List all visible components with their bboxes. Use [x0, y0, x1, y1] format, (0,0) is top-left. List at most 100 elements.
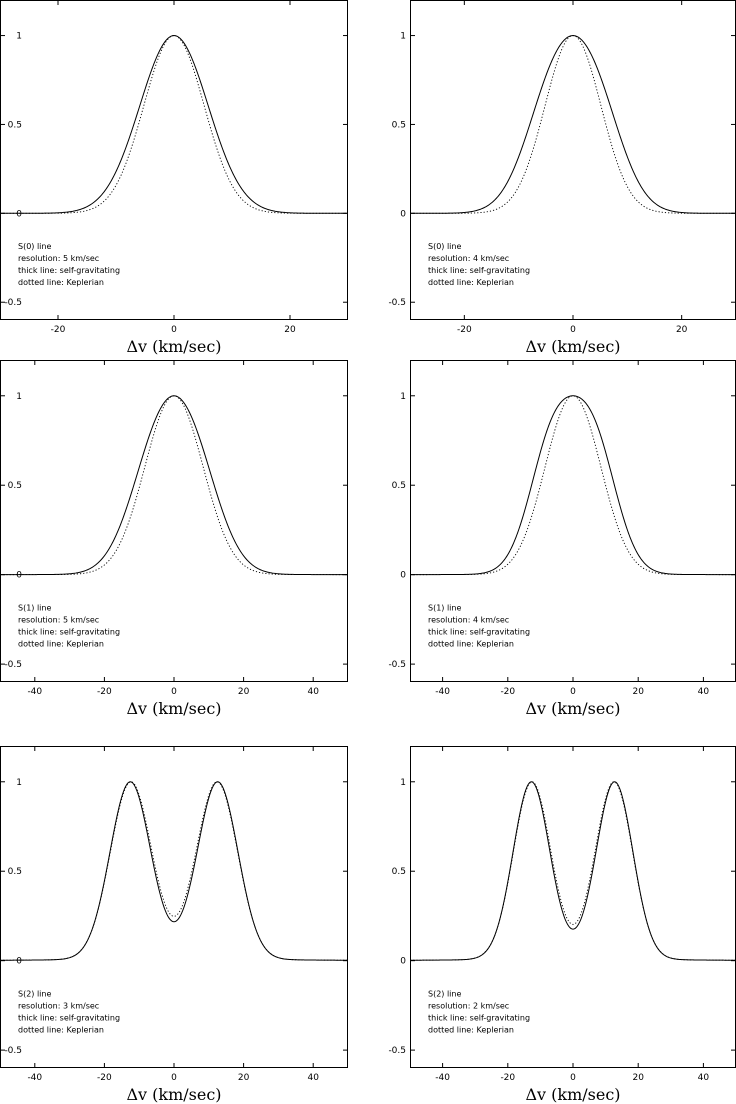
annotation-resolution: resolution: 5 km/sec: [18, 615, 99, 624]
series-lines: [410, 35, 736, 214]
annotation-resolution: resolution: 4 km/sec: [428, 254, 509, 263]
y-tick-label: 0.5: [8, 120, 22, 130]
annotation-thick-line: thick line: self-gravitating: [18, 627, 120, 636]
annotation-thick-line: thick line: self-gravitating: [18, 266, 120, 275]
y-tick-label: -0.5: [388, 298, 406, 308]
x-axis-label: Δv (km/sec): [126, 1085, 221, 1104]
annotation-dotted-line: dotted line: Keplerian: [18, 1025, 104, 1034]
x-axis-label: Δv (km/sec): [525, 1085, 620, 1104]
tick-labels: -0.5 0 0.5 1 -40 -20 0 20 40: [388, 778, 709, 1083]
y-tick-label: -0.5: [4, 660, 22, 670]
annotation-resolution: resolution: 5 km/sec: [18, 254, 99, 263]
y-tick-label: 0: [16, 957, 22, 967]
y-tick-label: -0.5: [4, 1046, 22, 1056]
annotation-block: S(0) line resolution: 5 km/sec thick lin…: [18, 242, 120, 287]
x-tick-label: 40: [698, 687, 710, 697]
x-axis-label: Δv (km/sec): [126, 337, 221, 356]
x-tick-label: -40: [435, 687, 450, 697]
annotation-resolution: resolution: 3 km/sec: [18, 1001, 99, 1010]
x-tick-label: 0: [171, 325, 177, 335]
x-tick-label: 0: [171, 1073, 177, 1083]
panel-middle-left: -0.5 0 0.5 1 -40 -20 0 20 40 Δv (km/sec) S(1) li…: [0, 360, 348, 718]
annotation-dotted-line: dotted line: Keplerian: [428, 639, 514, 648]
x-tick-label: 0: [570, 325, 576, 335]
x-tick-label: 0: [171, 687, 177, 697]
tick-labels: -0.5 0 0.5 1 -40 -20 0 20 40: [4, 392, 319, 697]
annotation-thick-line: thick line: self-gravitating: [428, 1013, 530, 1022]
x-tick-label: -20: [457, 325, 472, 335]
x-tick-label: -20: [97, 1073, 112, 1083]
annotation-line-name: S(2) line: [428, 989, 461, 998]
x-axis-label: Δv (km/sec): [126, 699, 221, 718]
y-tick-label: 1: [16, 778, 22, 788]
y-tick-label: 1: [400, 778, 406, 788]
y-tick-label: 0.5: [8, 481, 22, 491]
annotation-resolution: resolution: 2 km/sec: [428, 1001, 509, 1010]
panel-top-left: -0.5 0 0.5 1 -20 0 20 Δv (km/sec) S(0) line re…: [0, 0, 348, 356]
y-tick-label: -0.5: [4, 298, 22, 308]
x-axis-label: Δv (km/sec): [525, 699, 620, 718]
y-tick-label: -0.5: [388, 1046, 406, 1056]
y-tick-label: 0.5: [8, 867, 22, 877]
annotation-block: S(1) line resolution: 5 km/sec thick lin…: [18, 603, 120, 648]
annotation-dotted-line: dotted line: Keplerian: [18, 639, 104, 648]
series-line-keplerian: [409, 781, 736, 961]
annotation-line-name: S(1) line: [428, 603, 461, 612]
y-tick-label: 1: [400, 32, 406, 42]
x-tick-label: -20: [500, 1073, 515, 1083]
x-tick-label: -20: [97, 687, 112, 697]
annotation-line-name: S(0) line: [18, 242, 51, 251]
panel-middle-right: -0.5 0 0.5 1 -40 -20 0 20 40 Δv (km/sec) S(1) li…: [388, 360, 736, 718]
tick-labels: -0.5 0 0.5 1 -40 -20 0 20 40: [388, 392, 709, 697]
x-tick-label: 0: [570, 1073, 576, 1083]
x-tick-label: 40: [307, 687, 319, 697]
series-line-self-gravitating: [0, 395, 348, 576]
x-axis-label: Δv (km/sec): [525, 337, 620, 356]
annotation-dotted-line: dotted line: Keplerian: [18, 278, 104, 287]
annotation-line-name: S(0) line: [428, 242, 461, 251]
x-tick-label: 20: [632, 687, 644, 697]
annotation-thick-line: thick line: self-gravitating: [18, 1013, 120, 1022]
annotation-dotted-line: dotted line: Keplerian: [428, 278, 514, 287]
series-lines: [0, 781, 349, 961]
annotation-line-name: S(1) line: [18, 603, 51, 612]
series-line-keplerian: [410, 35, 736, 214]
y-tick-label: 0: [16, 571, 22, 581]
y-tick-label: 0: [400, 571, 406, 581]
x-tick-label: -20: [51, 325, 66, 335]
y-tick-label: 1: [16, 32, 22, 42]
series-lines: [409, 781, 736, 961]
y-tick-label: 0.5: [392, 120, 406, 130]
series-line-self-gravitating: [0, 35, 348, 214]
y-tick-label: 0: [400, 209, 406, 219]
y-tick-label: 0.5: [392, 481, 406, 491]
x-tick-label: 20: [284, 325, 296, 335]
x-tick-label: -40: [435, 1073, 450, 1083]
panel-bottom-right: -0.5 0 0.5 1 -40 -20 0 20 40 Δv (km/sec) S(2) li…: [388, 746, 736, 1104]
series-line-self-gravitating: [410, 395, 736, 576]
series-line-self-gravitating: [0, 781, 349, 961]
annotation-block: S(2) line resolution: 2 km/sec thick lin…: [428, 989, 530, 1034]
x-tick-label: -20: [500, 687, 515, 697]
x-tick-label: 20: [676, 325, 688, 335]
series-line-self-gravitating: [409, 781, 736, 961]
tick-labels: -0.5 0 0.5 1 -40 -20 0 20 40: [4, 778, 319, 1083]
tick-marks: [410, 0, 736, 320]
annotation-thick-line: thick line: self-gravitating: [428, 627, 530, 636]
annotation-block: S(0) line resolution: 4 km/sec thick lin…: [428, 242, 530, 287]
series-line-keplerian: [409, 395, 736, 576]
series-line-self-gravitating: [410, 35, 736, 214]
x-tick-label: 0: [570, 687, 576, 697]
y-tick-label: 0: [16, 209, 22, 219]
x-tick-label: -40: [27, 687, 42, 697]
y-tick-label: 1: [16, 392, 22, 402]
panel-bottom-left: -0.5 0 0.5 1 -40 -20 0 20 40 Δv (km/sec) S(2) li…: [0, 746, 349, 1104]
panel-top-right: -0.5 0 0.5 1 -20 0 20 Δv (km/sec) S(0) line re…: [388, 0, 736, 356]
tick-marks: [0, 360, 348, 682]
y-tick-label: 0: [400, 957, 406, 967]
x-tick-label: -40: [27, 1073, 42, 1083]
series-lines: [0, 395, 348, 576]
y-tick-label: 1: [400, 392, 406, 402]
series-lines: [409, 395, 736, 576]
x-tick-label: 20: [632, 1073, 644, 1083]
